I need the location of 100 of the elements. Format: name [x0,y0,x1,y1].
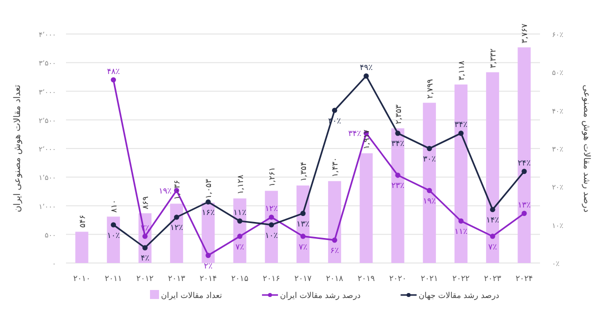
data-label: ۱۹٪ [158,186,172,196]
point [490,206,496,212]
point [522,168,527,174]
bar [106,216,120,263]
data-label: ۲,۷۹۹ [425,79,434,99]
data-label: ۱,۹۱۷ [362,128,372,150]
point [174,214,180,220]
x-tick-label: ۲۰۱۵ [231,274,248,283]
bar [422,102,436,263]
bar [296,185,310,263]
point [206,199,211,205]
data-label: ۱۲٪ [170,223,184,232]
bar [75,232,88,263]
point [395,172,400,178]
data-label: ۴٪ [140,254,150,263]
x-tick-label: ۲۰۲۴ [516,274,533,283]
y2-axis-title: درصد رشد مقالات هوش مصنوعی [581,84,591,212]
bar [518,47,531,263]
data-label: ۱۴٪ [486,216,500,225]
data-label: ۷٪ [298,242,308,252]
bar [486,72,500,263]
point [110,77,116,82]
data-label: ۶٪ [330,246,339,256]
point [490,234,496,239]
data-label: ۱۹٪ [422,196,436,206]
data-label: ۸۱۰ [109,200,118,213]
x-tick-label: ۲۰۲۲ [452,274,470,283]
bar [328,181,342,263]
point [522,210,527,216]
data-label: ۵۴۶ [78,214,87,228]
point [237,234,242,239]
bar [170,204,184,263]
data-label: ۱۶٪ [202,208,215,217]
data-label: ۳,۱۱۸ [457,60,466,80]
point [206,252,211,258]
point [300,234,306,239]
point [364,73,369,79]
x-tick-label: ۲۰۱۸ [326,274,344,283]
data-label: ۲٪ [204,261,212,270]
point [395,130,400,136]
data-label: ۳۴٪ [391,139,404,148]
point [332,238,338,243]
data-label: ۷٪ [236,242,244,252]
data-label: ۳۴٪ [348,129,362,138]
point [426,146,432,152]
x-tick-label: ۲۰۱۴ [200,274,217,283]
data-label: ۱۰٪ [264,230,278,240]
data-label: ۱۱٪ [233,208,246,218]
data-label: ۳,۳۳۲ [488,48,498,68]
data-label: ۱۱٪ [454,227,468,236]
bar [391,128,404,263]
bar [454,84,468,263]
legend-label: تعداد مقالات ایران [161,291,222,300]
data-label: ۱۳٪ [518,200,531,210]
point [268,214,274,220]
data-label: ۳۰٪ [422,154,436,164]
data-label: ۳۴٪ [454,120,468,130]
data-label: ۱۰٪ [106,230,120,240]
point [142,245,148,250]
data-label: ۲۳٪ [391,181,404,190]
data-label: ۱,۰۳۶ [172,180,182,200]
bar [360,153,373,263]
point [458,130,464,136]
x-tick-label: ۲۰۱۲ [136,274,154,283]
x-tick-label: ۲۰۱۰ [73,274,90,283]
point [458,218,464,224]
data-label: ۸۶۹ [141,196,150,210]
data-label: ۱۲٪ [264,204,278,214]
point [142,234,148,239]
data-label: ۱,۲۶۱ [267,167,276,187]
data-label: ۱۳٪ [296,219,310,228]
legend-label: درصد رشد مقالات جهان [418,291,500,300]
x-tick-label: ۲۰۲۰ [389,274,406,283]
x-tick-label: ۲۰۱۶ [262,274,280,283]
x-tick-label: ۲۰۱۳ [168,274,186,283]
point [110,222,116,228]
y-axis-title: تعداد مقالات هوش مصنوعی ایران [13,84,23,212]
data-label: ۱,۳۵۴ [299,162,308,182]
bar [233,198,246,263]
data-label: ۱,۰۵۳ [204,178,214,199]
x-tick-label: ۲۰۱۹ [358,274,375,283]
point [332,108,338,113]
x-tick-label: ۲۰۲۳ [484,274,502,283]
point [268,222,274,228]
bar [202,202,215,263]
point [237,218,242,224]
data-label: ۴۸٪ [106,66,120,76]
data-label: ۷٪ [488,242,497,252]
data-label: ۲۴٪ [518,158,531,168]
x-tick-label: ۲۰۲۱ [420,274,438,283]
point [300,210,306,216]
legend-label: درصد رشد مقالات ایران [280,291,362,300]
point [426,188,432,194]
data-label: ۲,۳۵۳ [394,104,403,124]
x-tick-label: ۲۰۱۷ [294,274,312,283]
data-label: ۱,۴۳۰ [330,157,340,178]
data-label: ۳,۷۶۷ [520,22,530,44]
bar [264,190,278,263]
data-label: ۴۹٪ [360,62,373,72]
data-label: ۱,۱۲۸ [236,174,245,194]
